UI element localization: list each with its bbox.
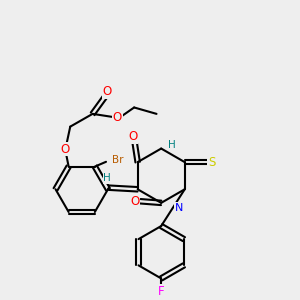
Text: O: O [112,111,122,124]
Text: O: O [130,195,139,208]
Text: F: F [158,285,164,298]
Text: N: N [175,203,184,213]
Text: O: O [128,130,137,143]
Text: S: S [208,156,216,169]
Text: H: H [167,140,175,150]
Text: H: H [103,173,111,183]
Text: O: O [61,142,70,155]
Text: Br: Br [112,155,124,165]
Text: O: O [102,85,112,98]
